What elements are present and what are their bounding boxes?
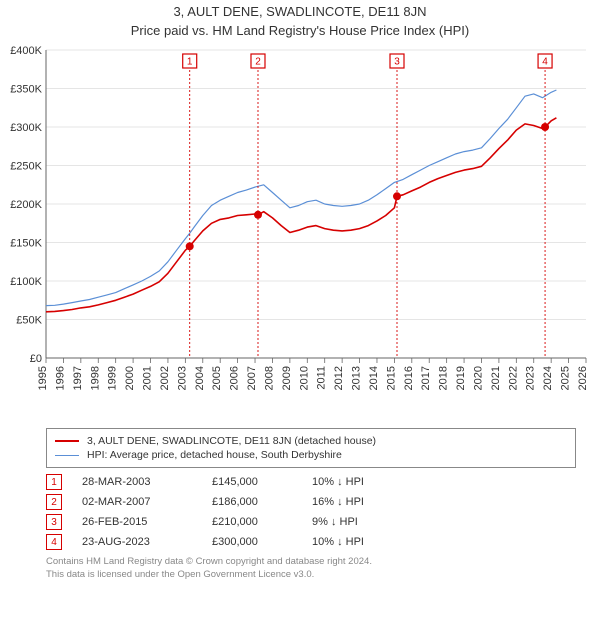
- svg-text:2003: 2003: [176, 366, 188, 390]
- svg-text:£400K: £400K: [10, 45, 42, 57]
- svg-text:1996: 1996: [54, 366, 66, 390]
- sale-delta: 9% ↓ HPI: [312, 516, 412, 528]
- legend-swatch: [55, 455, 79, 456]
- legend-label: HPI: Average price, detached house, Sout…: [87, 449, 342, 461]
- svg-text:2018: 2018: [438, 366, 450, 390]
- sale-delta: 10% ↓ HPI: [312, 476, 412, 488]
- svg-text:2026: 2026: [577, 366, 589, 390]
- svg-text:2011: 2011: [316, 366, 328, 390]
- svg-text:2020: 2020: [472, 366, 484, 390]
- sales-row: 2 02-MAR-2007 £186,000 16% ↓ HPI: [46, 494, 576, 510]
- sale-price: £210,000: [212, 516, 292, 528]
- svg-text:2006: 2006: [229, 366, 241, 390]
- sale-date: 02-MAR-2007: [82, 496, 192, 508]
- sale-delta: 16% ↓ HPI: [312, 496, 412, 508]
- sales-row: 1 28-MAR-2003 £145,000 10% ↓ HPI: [46, 474, 576, 490]
- legend-item: HPI: Average price, detached house, Sout…: [55, 449, 567, 461]
- svg-text:2009: 2009: [281, 366, 293, 390]
- svg-text:1998: 1998: [89, 366, 101, 390]
- svg-text:£50K: £50K: [16, 315, 42, 327]
- legend-label: 3, AULT DENE, SWADLINCOTE, DE11 8JN (det…: [87, 435, 376, 447]
- svg-text:1995: 1995: [37, 366, 49, 390]
- legend: 3, AULT DENE, SWADLINCOTE, DE11 8JN (det…: [46, 428, 576, 468]
- svg-text:2001: 2001: [142, 366, 154, 390]
- svg-text:1: 1: [187, 57, 193, 68]
- sale-date: 26-FEB-2015: [82, 516, 192, 528]
- svg-text:£300K: £300K: [10, 122, 42, 134]
- svg-text:£250K: £250K: [10, 161, 42, 173]
- svg-text:1997: 1997: [72, 366, 84, 390]
- chart-subtitle: Price paid vs. HM Land Registry's House …: [0, 23, 600, 38]
- svg-text:2022: 2022: [507, 366, 519, 390]
- sale-date: 23-AUG-2023: [82, 536, 192, 548]
- sale-price: £186,000: [212, 496, 292, 508]
- svg-text:2013: 2013: [351, 366, 363, 390]
- legend-swatch: [55, 440, 79, 442]
- footnote-line2: This data is licensed under the Open Gov…: [46, 569, 576, 582]
- sale-marker: 1: [46, 474, 62, 490]
- sales-row: 4 23-AUG-2023 £300,000 10% ↓ HPI: [46, 534, 576, 550]
- svg-text:2004: 2004: [194, 366, 206, 390]
- svg-text:2025: 2025: [560, 366, 572, 390]
- svg-text:£100K: £100K: [10, 276, 42, 288]
- sale-delta: 10% ↓ HPI: [312, 536, 412, 548]
- price-chart: £0 £50K £100K £150K £200K £250K £300K £350K £400…: [0, 42, 600, 422]
- svg-text:2016: 2016: [403, 366, 415, 390]
- sale-date: 28-MAR-2003: [82, 476, 192, 488]
- svg-text:£0: £0: [30, 353, 42, 365]
- svg-text:3: 3: [394, 57, 400, 68]
- svg-text:2010: 2010: [298, 366, 310, 390]
- footnote: Contains HM Land Registry data © Crown c…: [46, 556, 576, 582]
- svg-text:2008: 2008: [263, 366, 275, 390]
- svg-text:2024: 2024: [542, 366, 554, 390]
- svg-text:2000: 2000: [124, 366, 136, 390]
- sale-price: £300,000: [212, 536, 292, 548]
- svg-text:2: 2: [255, 57, 261, 68]
- svg-text:2023: 2023: [525, 366, 537, 390]
- svg-text:2017: 2017: [420, 366, 432, 390]
- sale-marker: 4: [46, 534, 62, 550]
- svg-text:2002: 2002: [159, 366, 171, 390]
- sale-marker: 2: [46, 494, 62, 510]
- legend-item: 3, AULT DENE, SWADLINCOTE, DE11 8JN (det…: [55, 435, 567, 447]
- svg-text:£150K: £150K: [10, 238, 42, 250]
- footnote-line1: Contains HM Land Registry data © Crown c…: [46, 556, 576, 569]
- sale-marker: 3: [46, 514, 62, 530]
- svg-text:4: 4: [542, 57, 548, 68]
- svg-text:2019: 2019: [455, 366, 467, 390]
- address-title: 3, AULT DENE, SWADLINCOTE, DE11 8JN: [0, 4, 600, 19]
- sale-price: £145,000: [212, 476, 292, 488]
- svg-text:2005: 2005: [211, 366, 223, 390]
- svg-text:£350K: £350K: [10, 84, 42, 96]
- svg-text:2021: 2021: [490, 366, 502, 390]
- svg-text:2007: 2007: [246, 366, 258, 390]
- svg-text:2014: 2014: [368, 366, 380, 390]
- sales-row: 3 26-FEB-2015 £210,000 9% ↓ HPI: [46, 514, 576, 530]
- svg-text:2012: 2012: [333, 366, 345, 390]
- svg-text:£200K: £200K: [10, 199, 42, 211]
- sales-table: 1 28-MAR-2003 £145,000 10% ↓ HPI 2 02-MAR-200…: [46, 474, 576, 550]
- svg-text:1999: 1999: [107, 366, 119, 390]
- svg-text:2015: 2015: [385, 366, 397, 390]
